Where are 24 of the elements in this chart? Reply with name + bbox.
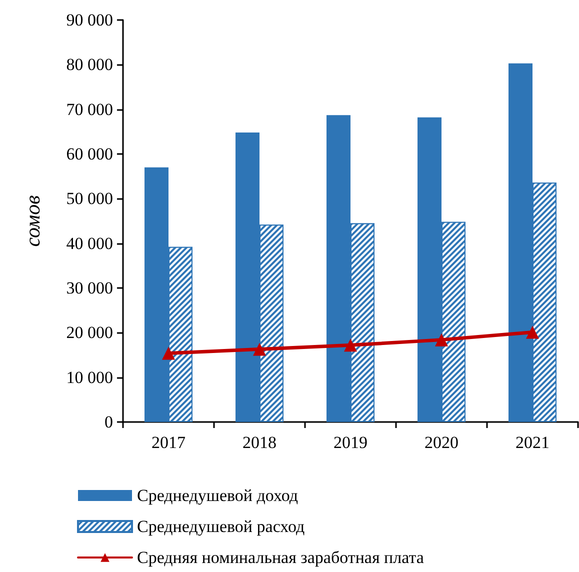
point [344,338,357,352]
x-tick-label: 2018 [242,433,276,452]
y-tick-label: 30 000 [66,278,113,298]
x-tick-label: 2017 [152,433,186,452]
legend-label: Среднедушевой доход [137,486,298,505]
x-tick-label: 2021 [516,433,550,452]
y-tick-label: 0 [104,412,113,432]
point [253,342,266,356]
y-tick-label: 10 000 [66,368,113,387]
y-tick-label: 80 000 [66,55,113,74]
point [162,346,175,360]
legend-label: Средняя номинальная заработная плата [137,548,424,567]
y-tick-label: 50 000 [66,189,113,208]
x-tick-label: 2020 [424,433,458,452]
point [435,333,448,346]
y-tick-label: 20 000 [66,323,113,342]
point [526,326,539,339]
y-axis-title: сомов [20,195,44,247]
x-tick-label: 2019 [334,433,368,452]
y-tick-label: 90 000 [66,10,113,30]
y-tick-label: 60 000 [66,144,113,164]
y-tick-label: 40 000 [66,234,113,253]
y-tick-label: 70 000 [66,100,113,119]
legend-label: Среднедушевой расход [137,517,305,536]
